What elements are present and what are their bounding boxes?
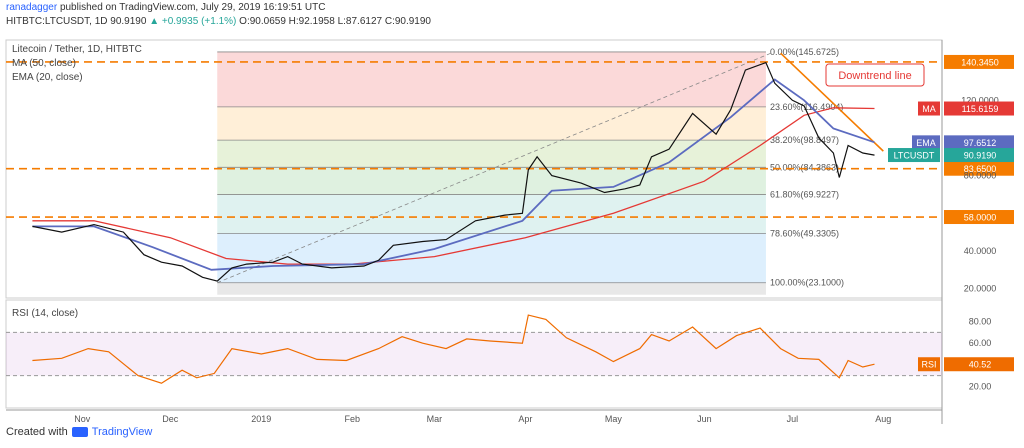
level-tag-label: 83.6500: [964, 164, 997, 174]
downtrend-line: [780, 52, 884, 152]
price-tick-label: 120.0000: [961, 95, 999, 105]
fib-label: 78.60%(49.3305): [770, 228, 839, 238]
price-tag-value-bg: [944, 135, 1014, 150]
time-tick-label: Dec: [162, 414, 179, 424]
author-link[interactable]: ranadagger: [6, 2, 58, 13]
rsi-tick-label: 60.00: [969, 338, 992, 348]
fib-zone: [217, 194, 766, 234]
fib-zone: [217, 106, 766, 141]
fib-label: 61.80%(69.9227): [770, 190, 839, 200]
ma-legend: MA (50, close): [12, 58, 76, 69]
footer-created: Created with: [6, 426, 68, 438]
publish-info: ranadagger published on TradingView.com,…: [6, 2, 325, 14]
symbol-price: HITBTC:LTCUSDT, 1D 90.9190: [6, 16, 147, 27]
chart-legend-title: Litecoin / Tether, 1D, HITBTC: [12, 44, 142, 55]
annotation-text: Downtrend line: [838, 70, 911, 82]
fib-label: 38.20%(98.8497): [770, 135, 839, 145]
publish-text: published on TradingView.com, July 29, 2…: [59, 2, 326, 13]
price-tick-label: 80.0000: [964, 171, 997, 181]
price-tag-name: EMA: [916, 138, 936, 148]
price-tick-label: 40.0000: [964, 246, 997, 256]
annotation-box: [825, 63, 925, 87]
price-tag-name-bg: [888, 148, 940, 163]
rsi-line: [32, 314, 875, 384]
rsi-tick-label: 20.00: [969, 381, 992, 391]
fib-zone: [217, 167, 766, 195]
rsi-tag-value-bg: [944, 357, 1014, 372]
ema-legend: EMA (20, close): [12, 72, 83, 83]
price-tag-name-bg: [918, 101, 940, 116]
level-tag-label: 58.0000: [964, 213, 997, 223]
fib-zone: [217, 233, 766, 283]
price-tag-value-bg: [944, 101, 1014, 116]
symbol-info: HITBTC:LTCUSDT, 1D 90.9190 ▲ +0.9935 (+1…: [6, 16, 431, 28]
rsi-tick-label: 80.00: [969, 317, 992, 327]
time-tick-label: Nov: [74, 414, 91, 424]
time-tick-label: Jun: [697, 414, 712, 424]
price-tick-label: 20.0000: [964, 284, 997, 294]
level-tag-label: 140.3450: [961, 57, 999, 67]
footer: Created with TradingView: [6, 426, 152, 438]
price-change: ▲ +0.9935 (+1.1%): [149, 16, 237, 27]
level-tag-bg: [944, 161, 1014, 176]
time-tick-label: Jul: [787, 414, 799, 424]
rsi-legend: RSI (14, close): [12, 308, 79, 319]
ema-line: [32, 78, 875, 271]
fib-label: 50.00%(84.3863): [770, 162, 839, 172]
tradingview-logo-icon: [71, 427, 88, 437]
fib-label: 0.00%(145.6725): [770, 47, 839, 57]
level-tag-bg: [944, 210, 1014, 225]
price-tag-value-bg: [944, 148, 1014, 163]
time-tick-label: Aug: [875, 414, 891, 424]
price-tag-value: 97.6512: [964, 138, 997, 148]
ohlc-values: O:90.0659 H:92.1958 L:87.6127 C:90.9190: [239, 16, 431, 27]
footer-brand[interactable]: TradingView: [91, 426, 153, 438]
time-tick-label: Feb: [344, 414, 360, 424]
time-tick-label: Apr: [518, 414, 532, 424]
price-line: [32, 61, 875, 282]
fib-label: 23.60%(116.4904): [770, 102, 843, 112]
ma-line: [32, 107, 875, 265]
rsi-tag-value: 40.52: [969, 360, 992, 370]
time-tick-label: May: [605, 414, 623, 424]
price-tag-name-bg: [912, 135, 940, 150]
price-tag-value: 90.9190: [964, 151, 997, 161]
fib-zone: [217, 140, 766, 168]
fib-trend-line: [217, 51, 775, 284]
rsi-band-fill: [6, 332, 942, 376]
price-tag-name: MA: [922, 104, 936, 114]
fib-label: 100.00%(23.1000): [770, 278, 844, 288]
price-tag-value: 115.6159: [962, 104, 999, 114]
fib-zone: [217, 282, 766, 295]
rsi-tag-name-bg: [918, 357, 940, 372]
level-tag-bg: [944, 54, 1014, 69]
price-tag-name: LTCUSDT: [894, 151, 935, 161]
time-tick-label: Mar: [427, 414, 443, 424]
rsi-tag-name: RSI: [921, 360, 936, 370]
fib-zone: [217, 51, 766, 107]
time-tick-label: 2019: [251, 414, 271, 424]
